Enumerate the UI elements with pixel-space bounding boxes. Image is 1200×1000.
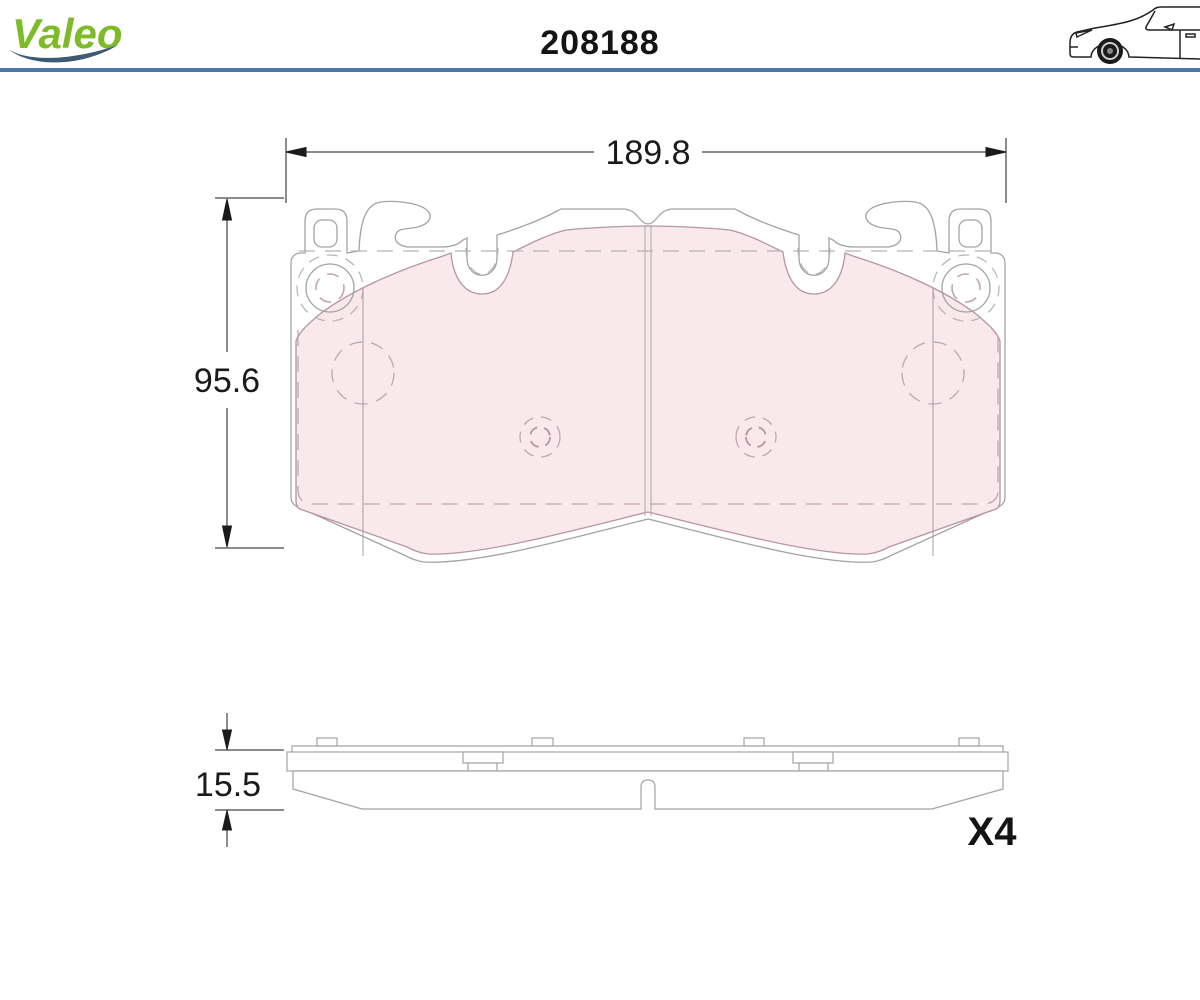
front-view-left-half <box>290 200 649 563</box>
arrow-right <box>985 146 1007 158</box>
dimension-thickness: 15.5 <box>195 713 284 847</box>
clip-step-left-a <box>462 751 504 764</box>
rivet-inner <box>529 426 551 448</box>
shim-strip <box>291 745 1004 752</box>
clip-step-left-b <box>467 762 498 772</box>
dimension-width: 189.8 <box>285 134 1007 203</box>
friction-pad-outline <box>295 225 649 555</box>
abutment-circle-mirror <box>941 263 991 313</box>
front-view <box>290 200 1006 563</box>
car-wheel-rim <box>1101 42 1119 60</box>
car-door-handle <box>1185 33 1196 38</box>
ear-hole-mirror <box>958 219 983 248</box>
car-mirror <box>1162 22 1176 32</box>
rivet-inner-mirror <box>745 426 767 448</box>
hidden-notch-arc-mirror <box>797 247 831 275</box>
valeo-logo-text: Valeo <box>12 10 123 57</box>
part-number: 208188 <box>540 24 660 62</box>
side-view <box>286 737 1009 810</box>
shim-tab-2 <box>531 737 554 747</box>
car-sill <box>1069 42 1200 60</box>
header: Valeo 208188 <box>0 0 1200 72</box>
rivet-outer-hidden-mirror <box>735 416 777 458</box>
arrow-down <box>221 525 233 548</box>
shim-tab-3 <box>743 737 765 747</box>
ear-hole <box>313 219 338 248</box>
car-headlight <box>1075 29 1093 39</box>
shim-tab-1 <box>316 737 338 747</box>
abutment-circle <box>305 263 355 313</box>
dimension-height: 95.6 <box>194 197 284 549</box>
valeo-swoosh-icon <box>8 45 118 63</box>
car-wheel-hub <box>1107 48 1113 54</box>
thickness-label: 15.5 <box>195 766 261 804</box>
width-label: 189.8 <box>605 134 690 172</box>
valeo-logo: Valeo <box>8 10 123 63</box>
header-divider <box>0 68 1200 72</box>
front-view-right-half <box>647 200 1006 563</box>
abutment-inner-hidden-mirror <box>951 273 981 303</box>
arrow-left <box>285 146 307 158</box>
abutment-inner-hidden <box>315 273 345 303</box>
height-label: 95.6 <box>194 362 260 400</box>
quantity-label: X4 <box>968 810 1018 854</box>
car-body-outline <box>1069 6 1200 54</box>
car-window-line <box>1145 10 1200 31</box>
friction-profile <box>292 770 1004 810</box>
hidden-notch-arc <box>465 247 499 275</box>
arrow-up <box>221 198 233 221</box>
hidden-pad-back-outline <box>297 330 999 505</box>
arrow-up-tip <box>221 810 233 831</box>
clip-step-right-b <box>798 762 829 772</box>
arrow-down-tip <box>221 729 233 750</box>
rivet-outer-hidden <box>519 416 561 458</box>
clip-step-right-a <box>792 751 834 764</box>
backplate-profile <box>286 751 1009 772</box>
shim-tab-4 <box>958 737 980 747</box>
car-side-icon <box>1069 6 1200 64</box>
friction-pad-outline-mirror <box>647 225 1001 555</box>
